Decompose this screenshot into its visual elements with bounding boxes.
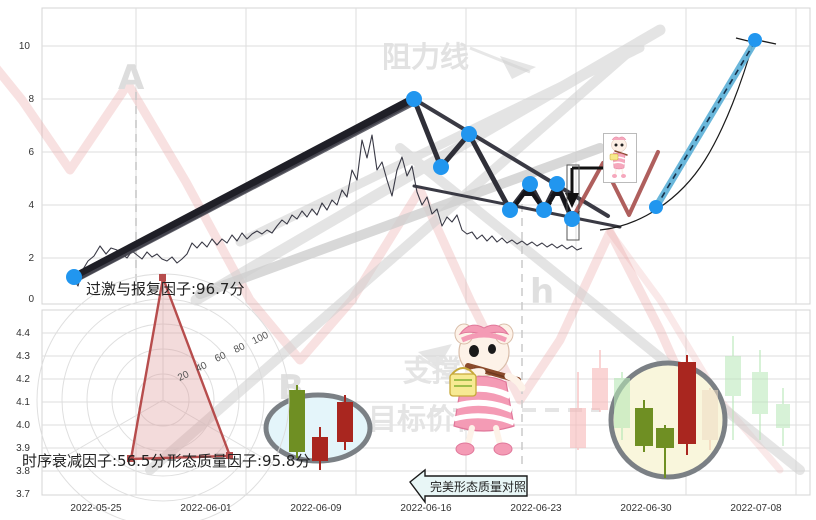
candle xyxy=(776,388,790,446)
radar-data-polygon xyxy=(129,273,232,461)
target-price-ticks xyxy=(735,37,777,45)
candle xyxy=(702,388,718,450)
y-tick-bottom: 4.4 xyxy=(16,328,30,339)
projected-swing-zigzag xyxy=(570,150,660,221)
mascot-icon xyxy=(449,323,526,456)
pattern-quality-factor-label: 形态质量因子:95.8分 xyxy=(167,452,311,470)
candle xyxy=(725,336,741,440)
forecast-projection-band xyxy=(652,36,760,211)
price-line xyxy=(71,134,583,287)
candle xyxy=(678,355,696,455)
pivot-points xyxy=(66,33,762,285)
x-tick: 2022-05-25 xyxy=(70,503,122,514)
y-tick-bottom: 4.1 xyxy=(16,397,30,408)
pivot-marker xyxy=(649,200,663,214)
y-tick-top: 2 xyxy=(28,253,34,264)
y-tick-bottom: 4.2 xyxy=(16,374,30,385)
x-tick: 2022-07-08 xyxy=(730,503,782,514)
pivot-marker xyxy=(536,202,552,218)
primary-uptrend-line xyxy=(69,94,419,283)
y-tick-top: 10 xyxy=(18,41,30,52)
x-tick: 2022-06-09 xyxy=(290,503,342,514)
measure-bracket xyxy=(570,166,606,196)
y-tick-bottom: 4.3 xyxy=(16,351,30,362)
pivot-marker xyxy=(406,91,422,107)
overreaction-factor-label: 过激与报复因子:96.7分 xyxy=(86,280,245,298)
candle xyxy=(752,350,768,440)
candle xyxy=(592,350,608,412)
pivot-marker xyxy=(502,202,518,218)
pivot-marker xyxy=(748,33,762,47)
candle xyxy=(337,395,353,450)
bracket-arrowhead xyxy=(565,193,579,208)
radar-data-point xyxy=(127,274,233,462)
x-tick: 2022-06-30 xyxy=(620,503,672,514)
candle xyxy=(656,425,674,478)
measure-box xyxy=(566,164,580,241)
y-tick-top: 6 xyxy=(28,147,34,158)
candle xyxy=(570,372,586,450)
mascot-thumbnail-icon xyxy=(609,136,628,178)
time-decay-factor-label: 时序衰减因子:56.5分 xyxy=(22,452,166,470)
pivot-marker xyxy=(549,176,565,192)
mascot-thumbnail-box xyxy=(603,133,637,183)
pivot-marker xyxy=(564,211,580,227)
x-tick: 2022-06-01 xyxy=(180,503,232,514)
candle xyxy=(614,372,630,440)
pivot-marker xyxy=(66,269,82,285)
pivot-marker xyxy=(522,176,538,192)
pivot-marker xyxy=(461,126,477,142)
mascot-character xyxy=(438,318,530,460)
y-tick-bottom: 3.7 xyxy=(16,489,30,500)
y-tick-top: 0 xyxy=(28,294,34,305)
x-tick: 2022-06-16 xyxy=(400,503,452,514)
watermark-letter-h: h xyxy=(530,272,555,312)
watermark-letter-a: A xyxy=(118,58,145,98)
y-tick-top: 8 xyxy=(28,94,34,105)
y-tick-bottom: 3.8 xyxy=(16,466,30,477)
right-pattern-ellipse xyxy=(608,360,728,480)
perfect-pattern-callout-label: 完美形态质量对照 xyxy=(430,480,527,494)
candle xyxy=(312,427,328,470)
y-tick-bottom: 4.0 xyxy=(16,420,30,431)
x-tick: 2022-06-23 xyxy=(510,503,562,514)
watermark-resistance-line: 阻力线 xyxy=(382,40,470,74)
candle xyxy=(289,385,305,458)
forecast-curve xyxy=(599,39,755,231)
y-tick-bottom: 3.9 xyxy=(16,443,30,454)
pivot-marker xyxy=(433,159,449,175)
candle xyxy=(635,400,653,452)
y-tick-top: 4 xyxy=(28,200,34,211)
